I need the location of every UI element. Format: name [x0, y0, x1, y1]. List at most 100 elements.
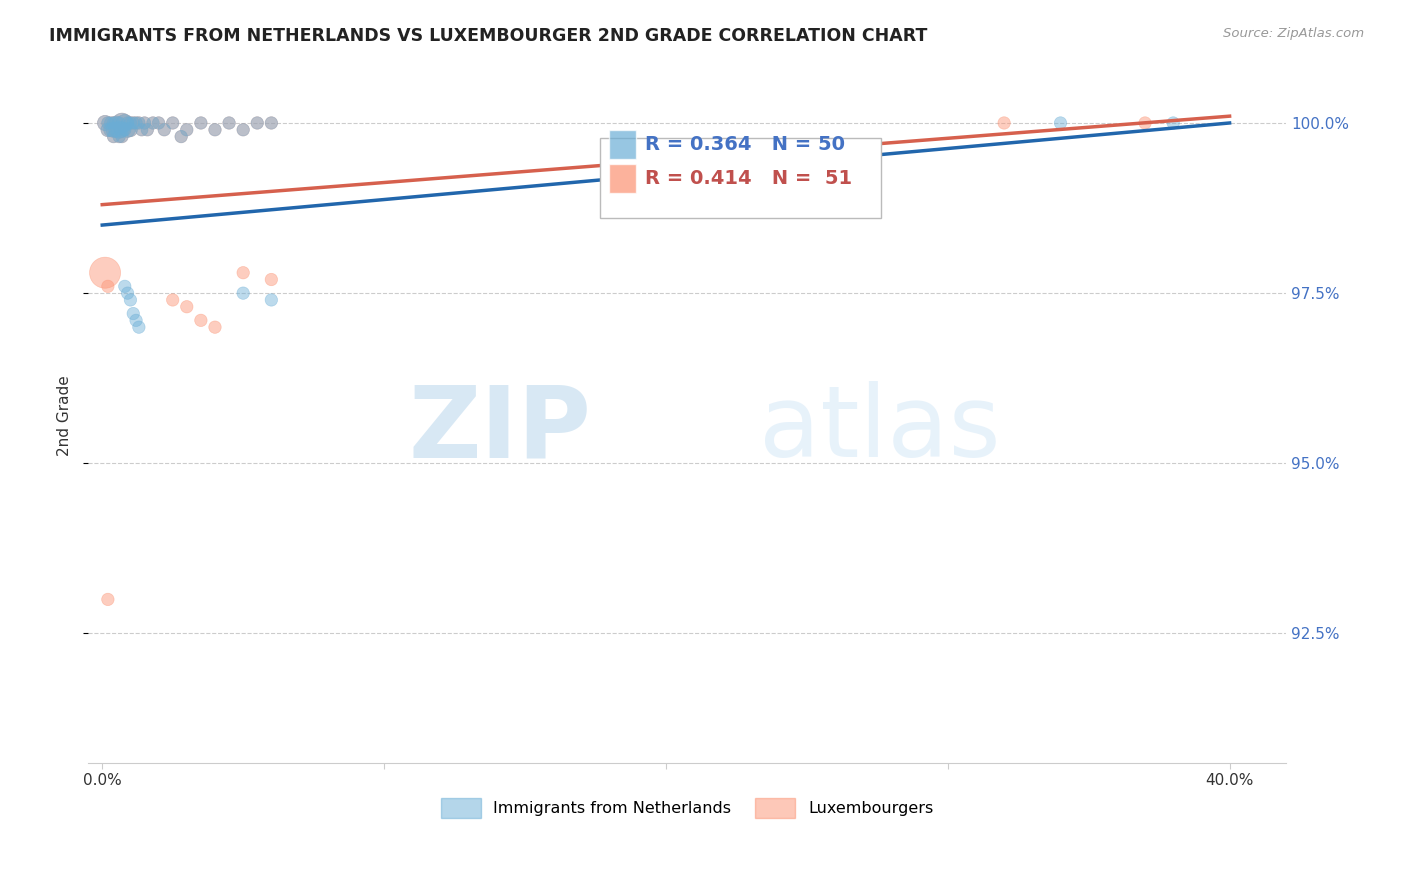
Point — [153, 122, 176, 136]
Point — [97, 116, 120, 130]
Point — [111, 129, 134, 144]
Y-axis label: 2nd Grade: 2nd Grade — [58, 376, 72, 456]
Point — [1133, 116, 1156, 130]
Point — [103, 129, 125, 144]
Point — [142, 116, 165, 130]
Point — [97, 116, 120, 130]
Point — [111, 116, 134, 130]
Point — [204, 122, 226, 136]
Point — [246, 116, 269, 130]
Point — [142, 116, 165, 130]
Point — [108, 116, 131, 130]
Point — [117, 286, 139, 301]
Point — [232, 286, 254, 301]
Point — [120, 116, 142, 130]
Point — [218, 116, 240, 130]
Point — [97, 592, 120, 607]
Point — [246, 116, 269, 130]
Point — [103, 122, 125, 136]
Point — [117, 116, 139, 130]
Point — [114, 116, 136, 130]
Point — [108, 122, 131, 136]
Point — [105, 116, 128, 130]
Point — [111, 122, 134, 136]
Point — [117, 122, 139, 136]
Point — [122, 116, 145, 130]
Point — [162, 116, 184, 130]
Point — [114, 279, 136, 293]
Point — [128, 116, 150, 130]
Point — [136, 122, 159, 136]
Point — [134, 116, 156, 130]
Point — [97, 279, 120, 293]
Point — [103, 122, 125, 136]
Point — [204, 122, 226, 136]
Point — [232, 122, 254, 136]
Point — [190, 116, 212, 130]
Point — [97, 122, 120, 136]
Point — [120, 122, 142, 136]
Point — [111, 129, 134, 144]
Point — [162, 293, 184, 307]
Text: Source: ZipAtlas.com: Source: ZipAtlas.com — [1223, 27, 1364, 40]
Point — [117, 116, 139, 130]
Point — [125, 116, 148, 130]
Point — [260, 293, 283, 307]
Text: IMMIGRANTS FROM NETHERLANDS VS LUXEMBOURGER 2ND GRADE CORRELATION CHART: IMMIGRANTS FROM NETHERLANDS VS LUXEMBOUR… — [49, 27, 928, 45]
Point — [136, 122, 159, 136]
Point — [103, 116, 125, 130]
Point — [260, 116, 283, 130]
Point — [103, 129, 125, 144]
Point — [170, 129, 193, 144]
Point — [97, 122, 120, 136]
Text: atlas: atlas — [759, 381, 1001, 478]
Point — [176, 300, 198, 314]
Point — [103, 116, 125, 130]
FancyBboxPatch shape — [609, 129, 636, 159]
Point — [218, 116, 240, 130]
Point — [131, 122, 153, 136]
Point — [148, 116, 170, 130]
Point — [128, 116, 150, 130]
Point — [125, 116, 148, 130]
Point — [232, 266, 254, 280]
Text: R = 0.414   N =  51: R = 0.414 N = 51 — [645, 169, 852, 188]
Point — [1049, 116, 1071, 130]
Point — [100, 122, 122, 136]
Point — [120, 122, 142, 136]
Point — [993, 116, 1015, 130]
Point — [114, 116, 136, 130]
FancyBboxPatch shape — [599, 138, 882, 218]
Point — [114, 122, 136, 136]
Point — [131, 122, 153, 136]
Point — [232, 122, 254, 136]
Point — [260, 272, 283, 286]
Point — [111, 122, 134, 136]
Point — [122, 116, 145, 130]
Point — [120, 293, 142, 307]
Point — [120, 116, 142, 130]
Point — [111, 116, 134, 130]
Point — [100, 116, 122, 130]
Point — [1161, 116, 1184, 130]
Point — [105, 116, 128, 130]
Point — [162, 116, 184, 130]
Point — [105, 122, 128, 136]
Point — [260, 116, 283, 130]
Point — [148, 116, 170, 130]
Point — [94, 266, 117, 280]
Text: ZIP: ZIP — [408, 381, 592, 478]
Legend: Immigrants from Netherlands, Luxembourgers: Immigrants from Netherlands, Luxembourge… — [434, 792, 939, 824]
Point — [105, 122, 128, 136]
Point — [108, 122, 131, 136]
Point — [125, 313, 148, 327]
Point — [134, 116, 156, 130]
Point — [108, 129, 131, 144]
FancyBboxPatch shape — [609, 164, 636, 194]
Point — [176, 122, 198, 136]
Point — [190, 313, 212, 327]
Point — [204, 320, 226, 334]
Point — [190, 116, 212, 130]
Point — [94, 116, 117, 130]
Point — [176, 122, 198, 136]
